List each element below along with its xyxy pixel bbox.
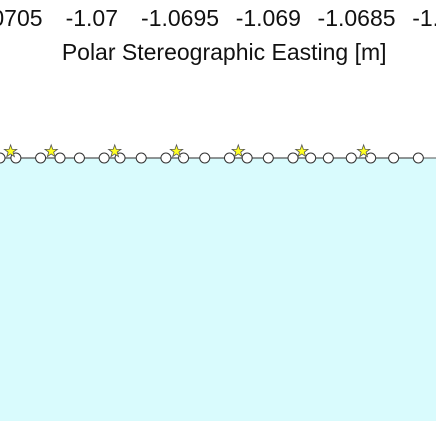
circle-marker	[323, 153, 333, 163]
x-tick-label: -1.0705	[0, 5, 43, 31]
circle-marker	[306, 153, 316, 163]
x-tick-label: -1.0685	[318, 5, 396, 31]
x-axis-label: Polar Stereographic Easting [m]	[62, 39, 387, 65]
circle-marker	[161, 153, 171, 163]
circle-marker	[346, 153, 356, 163]
x-tick-labels: -1.0705 -1.07 -1.0695 -1.069 -1.0685 -1.068	[0, 5, 436, 31]
x-tick-label: -1.07	[66, 5, 118, 31]
circle-marker	[389, 153, 399, 163]
x-tick-label: -1.0695	[141, 5, 219, 31]
circle-marker	[413, 153, 423, 163]
water-area	[0, 158, 436, 421]
circle-marker	[288, 153, 298, 163]
circle-marker	[99, 153, 109, 163]
x-tick-label: -1.069	[236, 5, 301, 31]
circle-marker	[224, 153, 234, 163]
circle-marker	[136, 153, 146, 163]
circle-marker	[200, 153, 210, 163]
circle-marker	[55, 153, 65, 163]
circle-marker	[263, 153, 273, 163]
circle-marker	[74, 153, 84, 163]
circle-marker	[36, 153, 46, 163]
x-tick-label: -1.068	[412, 5, 436, 31]
circle-marker	[242, 153, 252, 163]
